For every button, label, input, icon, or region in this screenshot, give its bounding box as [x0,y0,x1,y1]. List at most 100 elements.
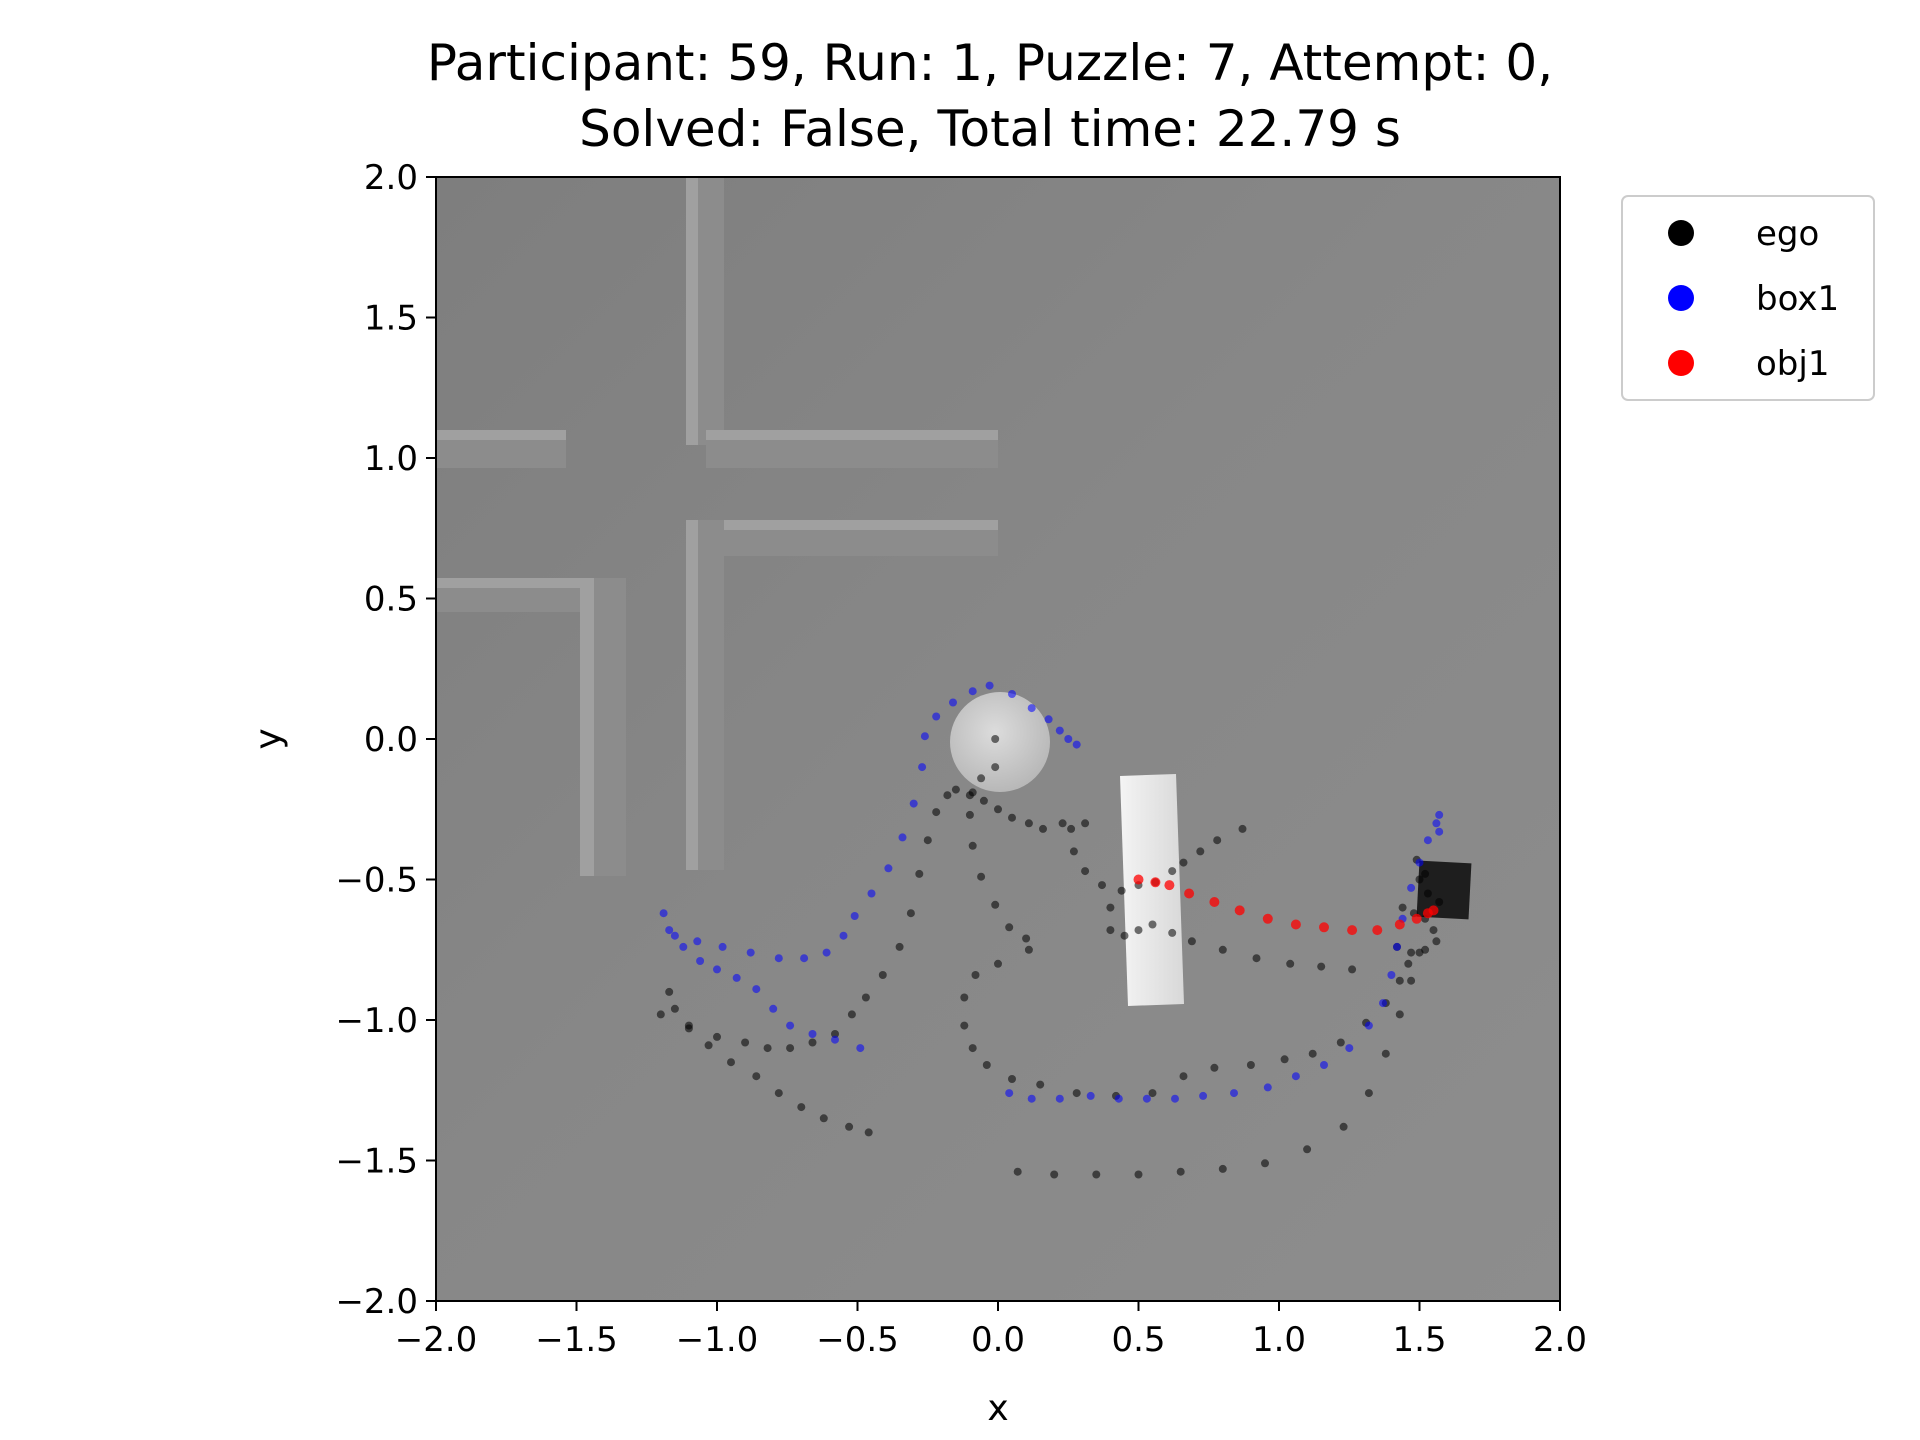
ego-point [727,1058,735,1067]
ego-point [1008,1075,1016,1083]
chart-subtitle: Solved: False, Total time: 22.79 s [579,100,1401,158]
obj1-point [1184,888,1195,899]
ego-point [943,791,952,800]
box1-point [1027,1094,1036,1103]
ego-point [1024,945,1033,954]
ego-point [774,1089,783,1098]
ego-point [979,796,988,805]
ego-point [1050,1170,1059,1179]
ego-point [1013,1167,1022,1176]
ego-point [704,1041,713,1050]
ego-point [713,1032,721,1041]
box1-point [968,687,977,696]
ego-point [1407,976,1416,985]
box1-point [732,973,741,982]
box1-point [679,942,688,951]
ego-point [1168,867,1177,876]
ego-point [1303,1145,1312,1154]
ego-point [1168,928,1177,937]
ego-point [861,993,870,1002]
ego-point [895,942,904,951]
box1-point [1379,999,1387,1008]
obj1-point [1150,877,1161,888]
dark-cube-object [1416,860,1472,920]
ego-point [1067,824,1076,833]
box1-point [1086,1091,1095,1100]
ego-point [1148,1089,1157,1098]
box1-point [1345,1044,1354,1053]
ego-point [971,971,980,979]
box1-point [1435,810,1444,819]
obj1-point [1262,913,1273,924]
white-bar-object [1120,774,1184,1006]
x-tick-label: 1.5 [1392,1320,1446,1360]
ego-point [808,1038,817,1047]
ego-point [1098,881,1106,890]
ego-point [1423,889,1432,898]
ego-point [1364,1089,1373,1098]
y-tick-label: −2.0 [335,1282,418,1322]
y-tick-label: −0.5 [335,861,418,901]
ego-point [991,763,1000,772]
box1-point [713,965,721,974]
y-tick-label: −1.0 [335,1001,418,1041]
obj1-point [1411,913,1422,924]
ego-point [1308,1049,1317,1058]
ego-point [915,869,924,878]
ego-point [1081,867,1090,876]
ego-point [1435,898,1444,906]
box1-point [670,931,679,940]
box1-point [867,889,876,898]
series-obj1 [1133,874,1439,936]
ego-point [1117,886,1126,895]
box1-point [920,732,929,741]
x-tick-label: 0.0 [971,1320,1025,1360]
ego-point [1246,1061,1255,1069]
ego-point [1252,954,1261,963]
box1-point [1005,1089,1014,1098]
legend-box [1621,195,1875,401]
ego-point [1134,926,1143,935]
box1-point [918,763,927,772]
legend-marker-ego [1668,220,1694,246]
ego-point [1381,1049,1390,1058]
ego-point [1022,934,1031,943]
box1-point [786,1021,795,1030]
x-tick-label: 1.0 [1252,1320,1306,1360]
box1-point [774,954,783,963]
ego-point [1024,819,1033,828]
box1-point [1171,1094,1179,1103]
x-tick-label: −0.5 [816,1320,899,1360]
ego-point [1148,920,1157,929]
box1-point [1423,836,1432,845]
ego-point [951,785,960,794]
ego-point [831,1030,839,1038]
box1-point [1230,1089,1238,1098]
box1-point [1393,942,1401,951]
box1-point [985,681,994,690]
ego-point [684,1021,693,1030]
ego-point [968,841,977,850]
x-tick-label: 0.5 [1111,1320,1165,1360]
ego-point [1039,824,1047,833]
box1-point [696,957,705,965]
legend-marker-obj1 [1668,350,1694,376]
ego-point [923,836,932,845]
box1-point [808,1030,817,1038]
box1-point [746,948,755,957]
box1-point [1064,735,1073,743]
obj1-point [1428,905,1439,916]
ego-point [994,959,1002,968]
data-points [656,681,1444,1179]
maze-walls [436,177,998,876]
y-axis: −2.0 −1.5 −1.0 −0.5 0.0 0.5 1.0 1.5 2.0 [335,158,436,1322]
ego-point [977,774,986,783]
x-axis: −2.0 −1.5 −1.0 −0.5 0.0 0.5 1.0 1.5 2.0 [395,1301,1587,1360]
ego-point [670,1004,679,1013]
box1-point [693,937,702,946]
ego-point [1395,976,1404,985]
x-tick-label: −1.0 [676,1320,759,1360]
box1-point [856,1044,865,1053]
box1-point [659,909,668,918]
